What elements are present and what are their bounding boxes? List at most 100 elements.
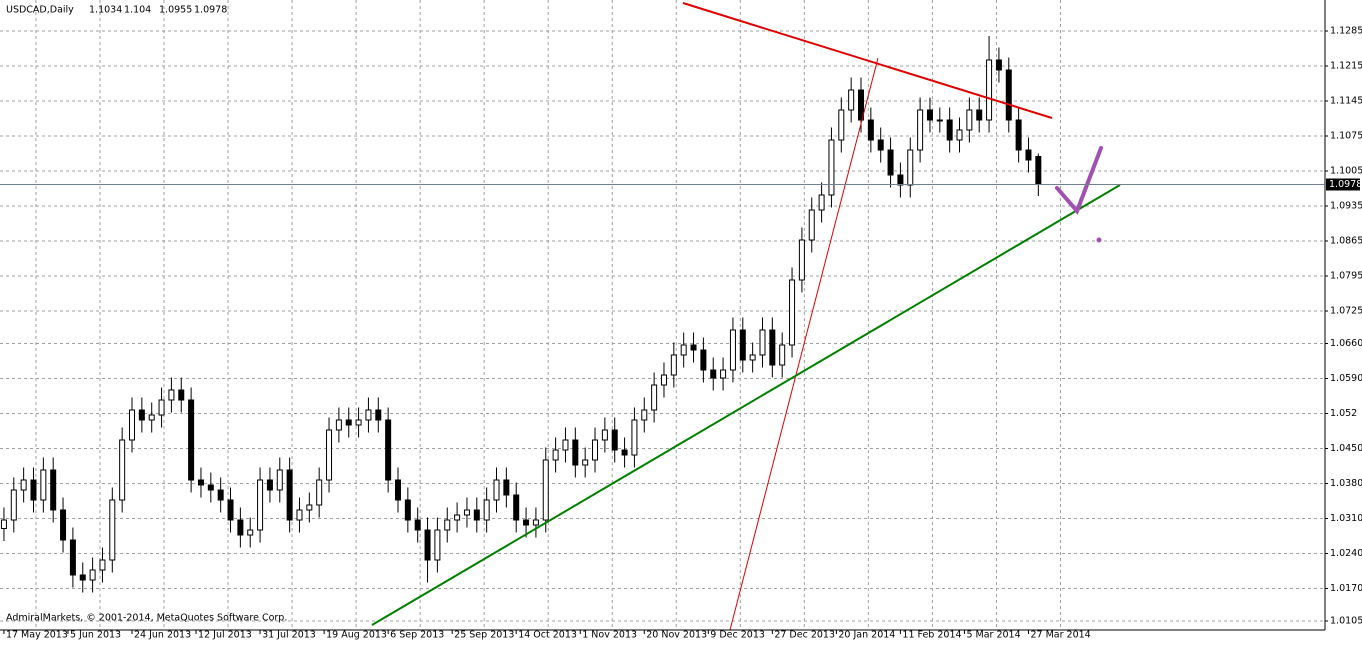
candle-body: [1005, 69, 1012, 121]
candle-body: [887, 149, 894, 176]
candle-body: [848, 89, 855, 111]
candle-body: [69, 539, 76, 576]
candle-body: [710, 369, 717, 379]
check-mark: [1055, 146, 1103, 215]
candle-body: [523, 519, 530, 526]
candle-body: [375, 409, 382, 421]
candle-body: [818, 194, 825, 211]
candle-body: [207, 484, 214, 491]
candle-body: [326, 429, 333, 481]
candle-body: [286, 469, 293, 521]
x-tick-label: 14 Oct 2013: [518, 630, 577, 641]
candle-body: [99, 559, 106, 571]
candles: [0, 36, 1042, 593]
y-tick-label: 1.0725: [1330, 306, 1362, 317]
candle-body: [946, 119, 953, 141]
candle-body: [601, 429, 608, 441]
steep-trend-line: [729, 57, 879, 631]
candle-body: [296, 509, 303, 521]
x-tick-label: 17 May 2013: [6, 630, 68, 641]
x-tick-label: 25 Sep 2013: [454, 630, 514, 641]
candle-body: [867, 119, 874, 141]
y-tick-label: 1.1075: [1330, 131, 1362, 142]
x-tick-label: 24 Jun 2013: [134, 630, 191, 641]
candle-body: [345, 419, 352, 426]
y-tick-label: 1.0240: [1330, 548, 1362, 559]
candle-body: [641, 409, 648, 421]
y-tick-label: 1.0105: [1330, 616, 1362, 627]
candle-body: [966, 109, 973, 131]
candle-body: [513, 494, 520, 521]
resistance-line: [682, 2, 1053, 119]
x-tick-label: 6 Sep 2013: [390, 630, 444, 641]
candle-body: [493, 479, 500, 501]
candle-body: [858, 89, 865, 121]
candle-body: [532, 519, 539, 526]
candle-body: [60, 509, 67, 541]
candle-body: [995, 59, 1002, 71]
candle-body: [552, 449, 559, 461]
candle-body: [1035, 156, 1042, 185]
candle-body: [404, 499, 411, 521]
x-tick-label: 11 Feb 2014: [902, 630, 961, 641]
candle-body: [227, 499, 234, 521]
candle-body: [109, 499, 116, 561]
y-tick-label: 1.0380: [1330, 478, 1362, 489]
candle-body: [385, 419, 392, 481]
candle-body: [670, 354, 677, 376]
candle-body: [40, 469, 47, 501]
candle-body: [572, 439, 579, 466]
y-tick-label: 1.1005: [1330, 166, 1362, 177]
candle-body: [749, 354, 756, 361]
candle-body: [188, 399, 195, 481]
support-line: [371, 184, 1121, 626]
candle-body: [720, 369, 727, 379]
candle-body: [739, 329, 746, 361]
candle-body: [335, 419, 342, 431]
candle-body: [976, 109, 983, 121]
candle-body: [769, 329, 776, 366]
candle-body: [355, 419, 362, 426]
candle-body: [611, 429, 618, 451]
y-tick-label: 1.0935: [1330, 201, 1362, 212]
candle-body: [986, 59, 993, 121]
candle-body: [0, 519, 7, 529]
x-tick-label: 5 Mar 2014: [966, 630, 1020, 641]
x-tick-label: 5 Jun 2013: [70, 630, 121, 641]
candle-body: [79, 574, 86, 581]
candle-body: [463, 509, 470, 516]
current-price-box: [1326, 178, 1360, 191]
candle-body: [434, 529, 441, 561]
candle-body: [454, 514, 461, 521]
candle-body: [30, 479, 37, 501]
candle-body: [89, 569, 96, 581]
candle-body: [779, 344, 786, 366]
candle-body: [129, 409, 136, 441]
candle-body: [660, 374, 667, 386]
candle-body: [266, 479, 273, 491]
candle-body: [158, 399, 165, 416]
y-tick-label: 1.052: [1330, 408, 1357, 419]
current-price-label: 1.0978: [1329, 179, 1362, 190]
candle-body: [50, 469, 57, 511]
y-tick-label: 1.0450: [1330, 443, 1362, 454]
candle-body: [276, 469, 283, 491]
candle-body: [897, 174, 904, 186]
header-high: 1.104: [124, 5, 151, 16]
dot: [1096, 237, 1102, 243]
x-tick-label: 9 Dec 2013: [710, 630, 765, 641]
candle-body: [828, 139, 835, 196]
x-tick-label: 12 Jul 2013: [198, 630, 252, 641]
candle-body: [680, 344, 687, 356]
y-tick-label: 1.0310: [1330, 513, 1362, 524]
candle-body: [424, 529, 431, 561]
y-tick-label: 1.0170: [1330, 583, 1362, 594]
header-low: 1.0955: [159, 5, 192, 16]
candle-body: [562, 439, 569, 451]
candle-body: [808, 209, 815, 241]
candle-body: [237, 519, 244, 536]
candle-body: [729, 329, 736, 371]
